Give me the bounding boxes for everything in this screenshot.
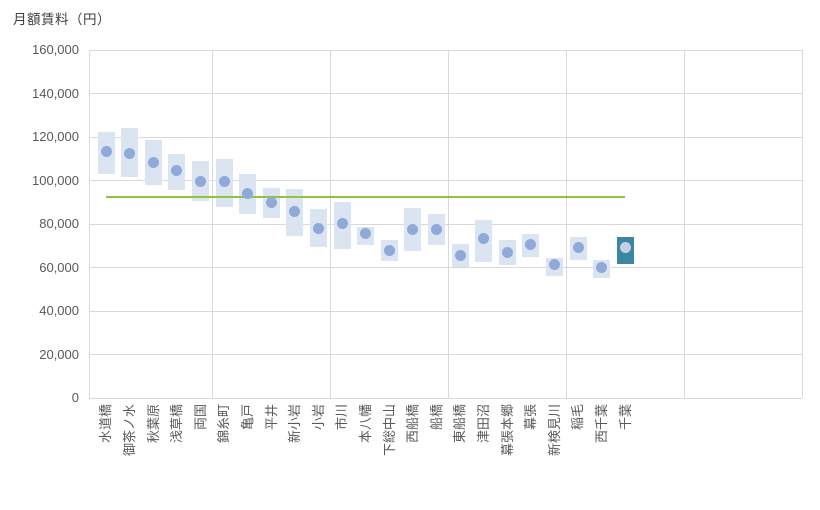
- x-axis-label: 浅草橋: [169, 404, 185, 444]
- y-axis-tick-label: 60,000: [39, 259, 79, 275]
- x-axis-label: 新小岩: [287, 404, 303, 444]
- x-axis-label: 亀戸: [240, 404, 256, 431]
- x-axis-label: 平井: [263, 404, 279, 431]
- y-gridline: [89, 93, 802, 94]
- x-axis-label: 秋葉原: [145, 404, 161, 444]
- y-axis-tick-label: 80,000: [39, 216, 79, 231]
- x-axis-label: 水道橋: [98, 404, 114, 444]
- y-gridline: [89, 180, 802, 181]
- x-axis-label: 御茶ノ水: [122, 404, 138, 457]
- x-axis-label: 両国: [192, 404, 208, 431]
- average-dot[interactable]: [147, 157, 159, 169]
- average-dot[interactable]: [619, 241, 631, 253]
- average-dot[interactable]: [407, 223, 419, 235]
- x-axis-label: 船橋: [428, 404, 444, 431]
- x-axis-label: 小岩: [310, 404, 326, 431]
- x-axis-line: [89, 397, 802, 399]
- x-axis-label: 幕張本郷: [499, 404, 515, 457]
- average-dot[interactable]: [572, 241, 584, 253]
- y-axis-tick-label: 140,000: [32, 85, 79, 101]
- chart-title: 月額賃料（円）: [13, 12, 111, 27]
- y-axis-tick-label: 20,000: [39, 346, 79, 362]
- average-dot[interactable]: [525, 239, 537, 251]
- average-dot[interactable]: [218, 176, 230, 188]
- x-axis-label: 幕張: [523, 404, 539, 431]
- x-axis-label: 津田沼: [476, 404, 492, 444]
- average-dot[interactable]: [360, 227, 372, 239]
- x-axis-label: 千葉: [617, 404, 633, 431]
- average-dot[interactable]: [194, 175, 206, 187]
- average-dot[interactable]: [100, 146, 112, 158]
- average-dot[interactable]: [454, 249, 466, 261]
- x-axis-label: 本八幡: [358, 404, 374, 444]
- average-dot[interactable]: [171, 165, 183, 177]
- y-gridline: [89, 49, 802, 51]
- x-axis-label: 下総中山: [381, 404, 397, 457]
- y-axis-tick-label: 160,000: [32, 42, 79, 57]
- x-axis-label: 錦糸町: [216, 404, 232, 444]
- y-axis-tick-label: 100,000: [32, 172, 79, 188]
- x-gridline: [211, 50, 213, 398]
- y-axis-line: [88, 50, 90, 398]
- average-dot[interactable]: [478, 233, 490, 245]
- average-dot[interactable]: [430, 223, 442, 235]
- x-gridline: [683, 50, 685, 398]
- average-dot[interactable]: [548, 259, 560, 271]
- average-dot[interactable]: [336, 218, 348, 230]
- y-gridline: [89, 267, 802, 268]
- x-gridline: [447, 50, 449, 398]
- y-axis-tick-label: 120,000: [32, 129, 79, 144]
- average-dot[interactable]: [383, 244, 395, 256]
- y-gridline: [89, 354, 802, 355]
- y-gridline: [89, 136, 802, 138]
- x-axis-label: 市川: [334, 404, 350, 431]
- y-axis-tick-label: 0: [71, 390, 79, 405]
- average-dot[interactable]: [596, 261, 608, 273]
- average-dot[interactable]: [289, 205, 301, 217]
- x-axis-label: 西千葉: [594, 404, 610, 444]
- y-gridline: [89, 223, 802, 225]
- average-dot[interactable]: [124, 148, 136, 160]
- average-dot[interactable]: [265, 196, 277, 208]
- reference-line[interactable]: [106, 196, 626, 199]
- y-gridline: [89, 310, 802, 312]
- average-dot[interactable]: [312, 222, 324, 234]
- x-axis-label: 新検見川: [546, 404, 562, 457]
- x-gridline: [329, 50, 331, 398]
- x-axis-label: 稲毛: [570, 404, 586, 431]
- x-gridline: [801, 50, 803, 398]
- average-dot[interactable]: [242, 188, 254, 200]
- x-axis-label: 東船橋: [452, 404, 468, 444]
- x-gridline: [565, 50, 567, 398]
- x-axis-label: 西船橋: [405, 404, 421, 444]
- average-dot[interactable]: [501, 247, 513, 259]
- y-axis-tick-label: 40,000: [39, 303, 79, 318]
